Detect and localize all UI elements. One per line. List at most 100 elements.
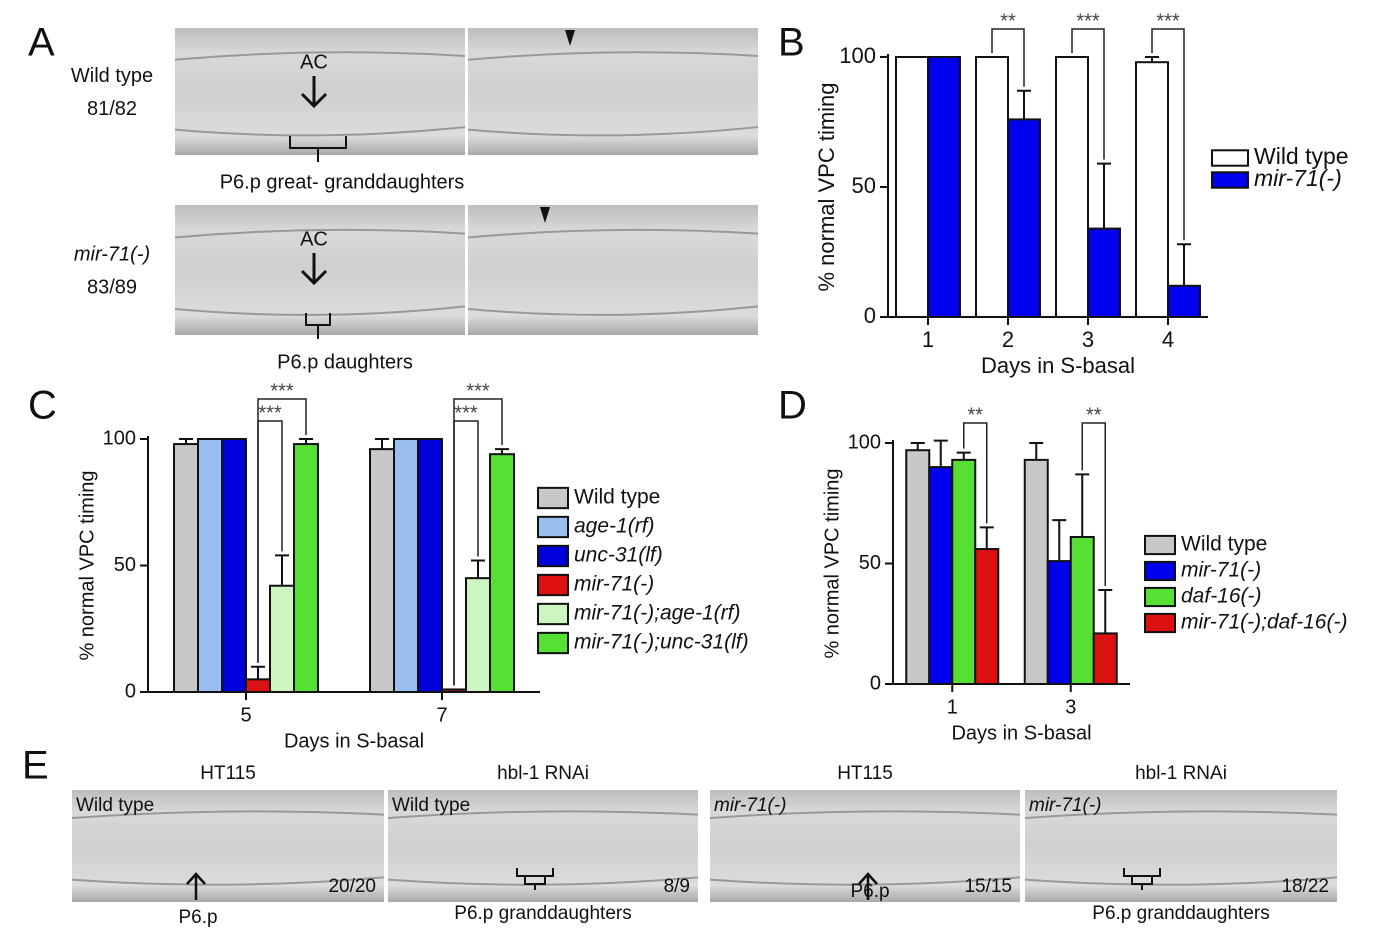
legend-swatch <box>537 544 569 568</box>
y-tick-label: 0 <box>864 303 876 328</box>
y-tick-label: 50 <box>852 173 876 198</box>
legend-label: age-1(rf) <box>574 515 655 538</box>
micrograph-detail <box>1024 810 1338 886</box>
error-bar <box>979 526 994 550</box>
sig-bracket <box>1071 28 1105 160</box>
count: 18/22 <box>1281 876 1329 897</box>
x-tick-label: 7 <box>436 704 447 726</box>
legend-swatch <box>537 602 569 626</box>
legend-swatch <box>537 515 569 539</box>
marker-label: AC <box>300 228 328 250</box>
sig-label: ** <box>1000 10 1016 32</box>
bar <box>1092 632 1118 686</box>
error-bar <box>956 451 971 460</box>
error-bar <box>933 439 948 468</box>
bar <box>905 449 931 686</box>
legend-label: mir-71(-) <box>574 573 654 596</box>
marker-label: AC <box>300 51 328 73</box>
error-bar <box>1097 162 1111 229</box>
x-tick-label: 4 <box>1162 327 1174 352</box>
y-axis-label: % normal VPC timing <box>821 468 843 658</box>
legend-label: mir-71(-) <box>1181 559 1261 582</box>
image-title: hbl-1 RNAi <box>1135 763 1227 784</box>
count: 81/82 <box>87 98 137 120</box>
bar <box>393 438 419 693</box>
genotype: mir-71(-) <box>1029 795 1101 816</box>
caption: P6.p <box>850 881 889 902</box>
bar <box>951 458 977 685</box>
arrowhead <box>565 30 575 46</box>
y-tick-label: 100 <box>839 43 876 68</box>
sig-bracket <box>257 398 307 663</box>
x-axis-label: Days in S-basal <box>981 353 1135 378</box>
count: 8/9 <box>664 876 690 897</box>
error-bar <box>1029 442 1044 460</box>
error-bar <box>1017 89 1031 120</box>
x-tick-label: 1 <box>947 696 958 718</box>
bar <box>974 548 1000 685</box>
error-bar <box>275 554 289 586</box>
image-title: HT115 <box>200 763 256 784</box>
micrograph-detail <box>467 228 759 316</box>
y-tick-label: 100 <box>848 431 881 453</box>
legend-swatch <box>537 573 569 597</box>
error-bar <box>471 559 485 579</box>
y-tick-label: 50 <box>114 554 136 576</box>
bar <box>927 56 961 318</box>
bar <box>1167 284 1201 318</box>
sig-label: *** <box>258 402 282 424</box>
sig-label: *** <box>1076 10 1100 32</box>
genotype: Wild type <box>392 795 470 816</box>
sig-bracket <box>991 28 1025 87</box>
error-bar <box>375 438 389 450</box>
cell-bracket <box>289 136 347 162</box>
y-tick-label: 100 <box>103 427 136 449</box>
sig-label: ** <box>967 404 983 426</box>
bar <box>1055 56 1089 318</box>
caption: P6.p granddaughters <box>454 903 631 924</box>
x-tick-label: 2 <box>1002 327 1014 352</box>
bar <box>1135 61 1169 319</box>
caption: P6.p granddaughters <box>1092 903 1269 924</box>
x-tick-label: 3 <box>1065 696 1076 718</box>
legend-swatch <box>1144 612 1176 634</box>
caption: P6.p daughters <box>277 351 413 373</box>
genotype: mir-71(-) <box>714 795 786 816</box>
bar <box>245 678 271 693</box>
bar <box>1087 227 1121 319</box>
sig-label: ** <box>1086 404 1102 426</box>
bar <box>369 448 395 693</box>
ac-arrow <box>300 253 328 286</box>
micrograph-detail <box>71 810 385 886</box>
x-tick-label: 1 <box>922 327 934 352</box>
legend-label: daf-16(-) <box>1181 585 1262 608</box>
y-tick-label: 0 <box>125 680 136 702</box>
count: 15/15 <box>964 876 1012 897</box>
legend-swatch <box>1144 586 1176 608</box>
error-bar <box>910 442 925 451</box>
micrograph-detail <box>467 51 759 137</box>
x-tick-label: 5 <box>240 704 251 726</box>
legend-swatch <box>1211 171 1249 189</box>
bar <box>1023 458 1049 685</box>
sig-bracket <box>453 398 503 686</box>
error-bar <box>1098 589 1113 634</box>
y-axis-label: % normal VPC timing <box>76 470 98 660</box>
sig-label: *** <box>454 402 478 424</box>
caption: P6.p <box>178 907 217 928</box>
image-title: HT115 <box>837 763 893 784</box>
cell-bracket <box>516 868 554 890</box>
sig-label: *** <box>270 380 294 402</box>
legend-label: Wild type <box>1254 143 1349 169</box>
error-bar <box>251 665 265 680</box>
legend-label: mir-71(-);unc-31(lf) <box>574 631 749 654</box>
bar <box>465 577 491 694</box>
bar <box>1069 535 1095 685</box>
genotype: mir-71(-) <box>74 243 150 265</box>
genotype: Wild type <box>76 795 154 816</box>
panel-label: E <box>22 744 49 788</box>
image-title: hbl-1 RNAi <box>497 763 589 784</box>
bar <box>975 56 1009 318</box>
legend-swatch <box>1211 149 1249 167</box>
sig-bracket <box>1151 28 1185 241</box>
